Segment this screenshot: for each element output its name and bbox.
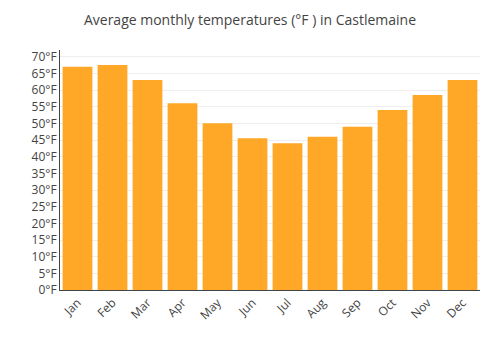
svg-text:20°F: 20°F xyxy=(32,215,57,232)
svg-text:25°F: 25°F xyxy=(32,198,57,215)
svg-text:55°F: 55°F xyxy=(32,98,57,115)
svg-text:0°F: 0°F xyxy=(38,281,56,298)
svg-text:Oct: Oct xyxy=(374,294,400,320)
svg-text:30°F: 30°F xyxy=(32,181,57,198)
svg-text:Aug: Aug xyxy=(302,294,330,322)
svg-text:65°F: 65°F xyxy=(32,65,57,82)
svg-text:Mar: Mar xyxy=(127,294,155,322)
svg-text:Dec: Dec xyxy=(443,294,470,321)
svg-text:15°F: 15°F xyxy=(32,231,57,248)
svg-text:35°F: 35°F xyxy=(32,165,57,182)
svg-text:Apr: Apr xyxy=(164,294,190,320)
svg-text:10°F: 10°F xyxy=(32,248,57,265)
svg-text:Sep: Sep xyxy=(338,294,365,321)
svg-text:Nov: Nov xyxy=(407,294,435,322)
svg-text:70°F: 70°F xyxy=(32,48,57,65)
svg-text:40°F: 40°F xyxy=(32,148,57,165)
svg-text:60°F: 60°F xyxy=(32,81,57,98)
svg-text:May: May xyxy=(196,294,225,323)
svg-text:Jan: Jan xyxy=(60,294,85,319)
svg-text:Feb: Feb xyxy=(93,294,119,320)
svg-text:Average monthly temperatures (: Average monthly temperatures (°F ) in Ca… xyxy=(84,10,416,29)
svg-text:5°F: 5°F xyxy=(38,265,56,282)
svg-text:50°F: 50°F xyxy=(32,115,57,132)
svg-text:Jul: Jul xyxy=(272,294,294,316)
svg-text:45°F: 45°F xyxy=(32,131,57,148)
svg-text:Jun: Jun xyxy=(234,294,259,319)
